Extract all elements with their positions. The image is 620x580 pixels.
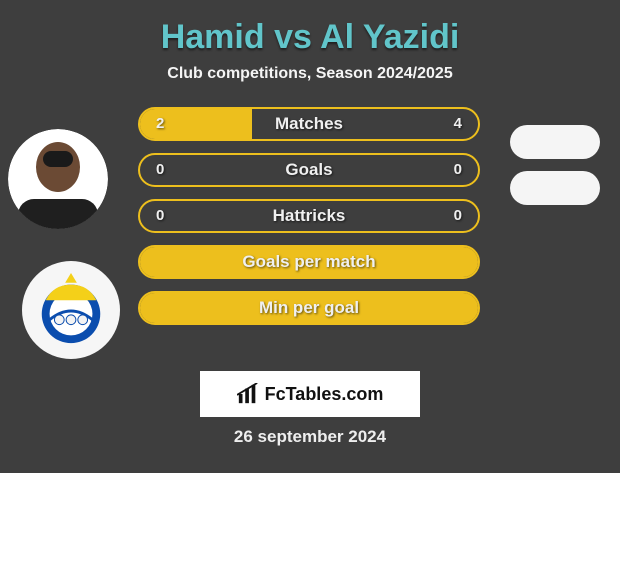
footer-date: 26 september 2024	[0, 427, 620, 447]
stat-value-left: 0	[156, 201, 164, 231]
comparison-card: Hamid vs Al Yazidi Club competitions, Se…	[0, 0, 620, 473]
stat-label: Hattricks	[140, 201, 478, 231]
stat-value-left: 2	[156, 109, 164, 139]
bars-area: Matches24Goals00Hattricks00Goals per mat…	[0, 107, 620, 357]
stat-row: Goals per match	[0, 245, 620, 285]
stat-value-left: 0	[156, 155, 164, 185]
stat-label: Goals per match	[140, 247, 478, 277]
stat-bar: Min per goal	[138, 291, 480, 325]
stat-label: Min per goal	[140, 293, 478, 323]
brand-label: FcTables.com	[265, 384, 384, 405]
stat-value-right: 0	[454, 155, 462, 185]
stat-row: Goals0 0	[0, 153, 620, 193]
stat-label: Goals	[140, 155, 478, 185]
stat-bar: Goals per match	[138, 245, 480, 279]
brand-badge[interactable]: FcTables.com	[200, 371, 420, 417]
stat-bar: Matches2 4	[138, 107, 480, 141]
stat-row: Hattricks0 0	[0, 199, 620, 239]
page-subtitle: Club competitions, Season 2024/2025	[0, 65, 620, 83]
stat-value-right: 0	[454, 201, 462, 231]
stat-bar: Goals0 0	[138, 153, 480, 187]
stat-value-right: 4	[454, 109, 462, 139]
bar-chart-icon	[237, 383, 259, 405]
stat-row: Matches2 4	[0, 107, 620, 147]
stat-label: Matches	[140, 109, 478, 139]
page-title: Hamid vs Al Yazidi	[0, 0, 620, 65]
stat-row: Min per goal	[0, 291, 620, 331]
stat-bar: Hattricks0 0	[138, 199, 480, 233]
